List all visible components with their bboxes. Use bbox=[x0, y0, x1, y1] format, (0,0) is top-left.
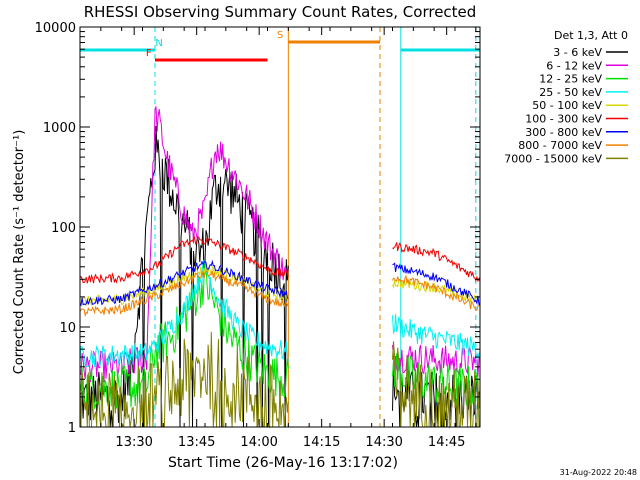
series-100-300keV bbox=[79, 236, 481, 284]
x-tick-label: 13:45 bbox=[178, 435, 215, 450]
flag-label-F: F bbox=[146, 48, 152, 59]
chart-title: RHESSI Observing Summary Count Rates, Co… bbox=[84, 3, 477, 21]
legend-label: 7000 - 15000 keV bbox=[504, 152, 602, 165]
legend-title: Det 1,3, Att 0 bbox=[554, 29, 628, 42]
x-tick-label: 14:15 bbox=[303, 435, 340, 450]
series-7000-15000keV bbox=[79, 331, 480, 429]
series-line bbox=[79, 259, 481, 307]
y-axis-label: Corrected Count Rate (s⁻¹ detector⁻¹) bbox=[12, 130, 27, 375]
x-tick-label: 14:45 bbox=[428, 435, 465, 450]
y-tick-label: 1000 bbox=[43, 121, 76, 136]
x-tick-label: 14:30 bbox=[365, 435, 402, 450]
x-axis-label: Start Time (26-May-16 13:17:02) bbox=[168, 455, 398, 471]
series-800-7000keV bbox=[79, 269, 481, 318]
axes-layer: 13:30 13:45 14:00 14:15 14:30 14:45 1 10 100 1000… bbox=[35, 21, 480, 450]
series-300-800keV bbox=[79, 259, 481, 307]
legend-label: 6 - 12 keV bbox=[546, 59, 602, 72]
legend-label: 800 - 7000 keV bbox=[518, 139, 602, 152]
series-line bbox=[79, 269, 481, 318]
y-tick-label: 1 bbox=[68, 421, 76, 436]
flag-label-N: N bbox=[155, 38, 162, 49]
flag-label-S: S bbox=[277, 30, 283, 41]
y-tick-label: 100 bbox=[51, 221, 76, 236]
series-line bbox=[79, 106, 481, 383]
x-tick-label: 14:00 bbox=[240, 435, 277, 450]
y-tick-label: 10 bbox=[59, 321, 76, 336]
legend-label: 25 - 50 keV bbox=[539, 86, 602, 99]
series-line bbox=[79, 260, 481, 368]
series-6-12keV bbox=[79, 106, 481, 383]
x-tick-label: 13:30 bbox=[115, 435, 152, 450]
legend-label: 12 - 25 keV bbox=[539, 73, 602, 86]
legend-label: 300 - 800 keV bbox=[525, 126, 602, 139]
footer-timestamp: 31-Aug-2022 20:48 bbox=[560, 468, 637, 477]
legend-label: 50 - 100 keV bbox=[532, 99, 602, 112]
y-tick-label: 10000 bbox=[35, 21, 76, 36]
legend-label: 100 - 300 keV bbox=[525, 113, 602, 126]
series-25-50keV bbox=[79, 260, 481, 368]
series-line bbox=[79, 236, 481, 284]
legend-label: 3 - 6 keV bbox=[553, 46, 602, 59]
series-layer bbox=[79, 106, 481, 429]
series-line bbox=[79, 331, 480, 429]
